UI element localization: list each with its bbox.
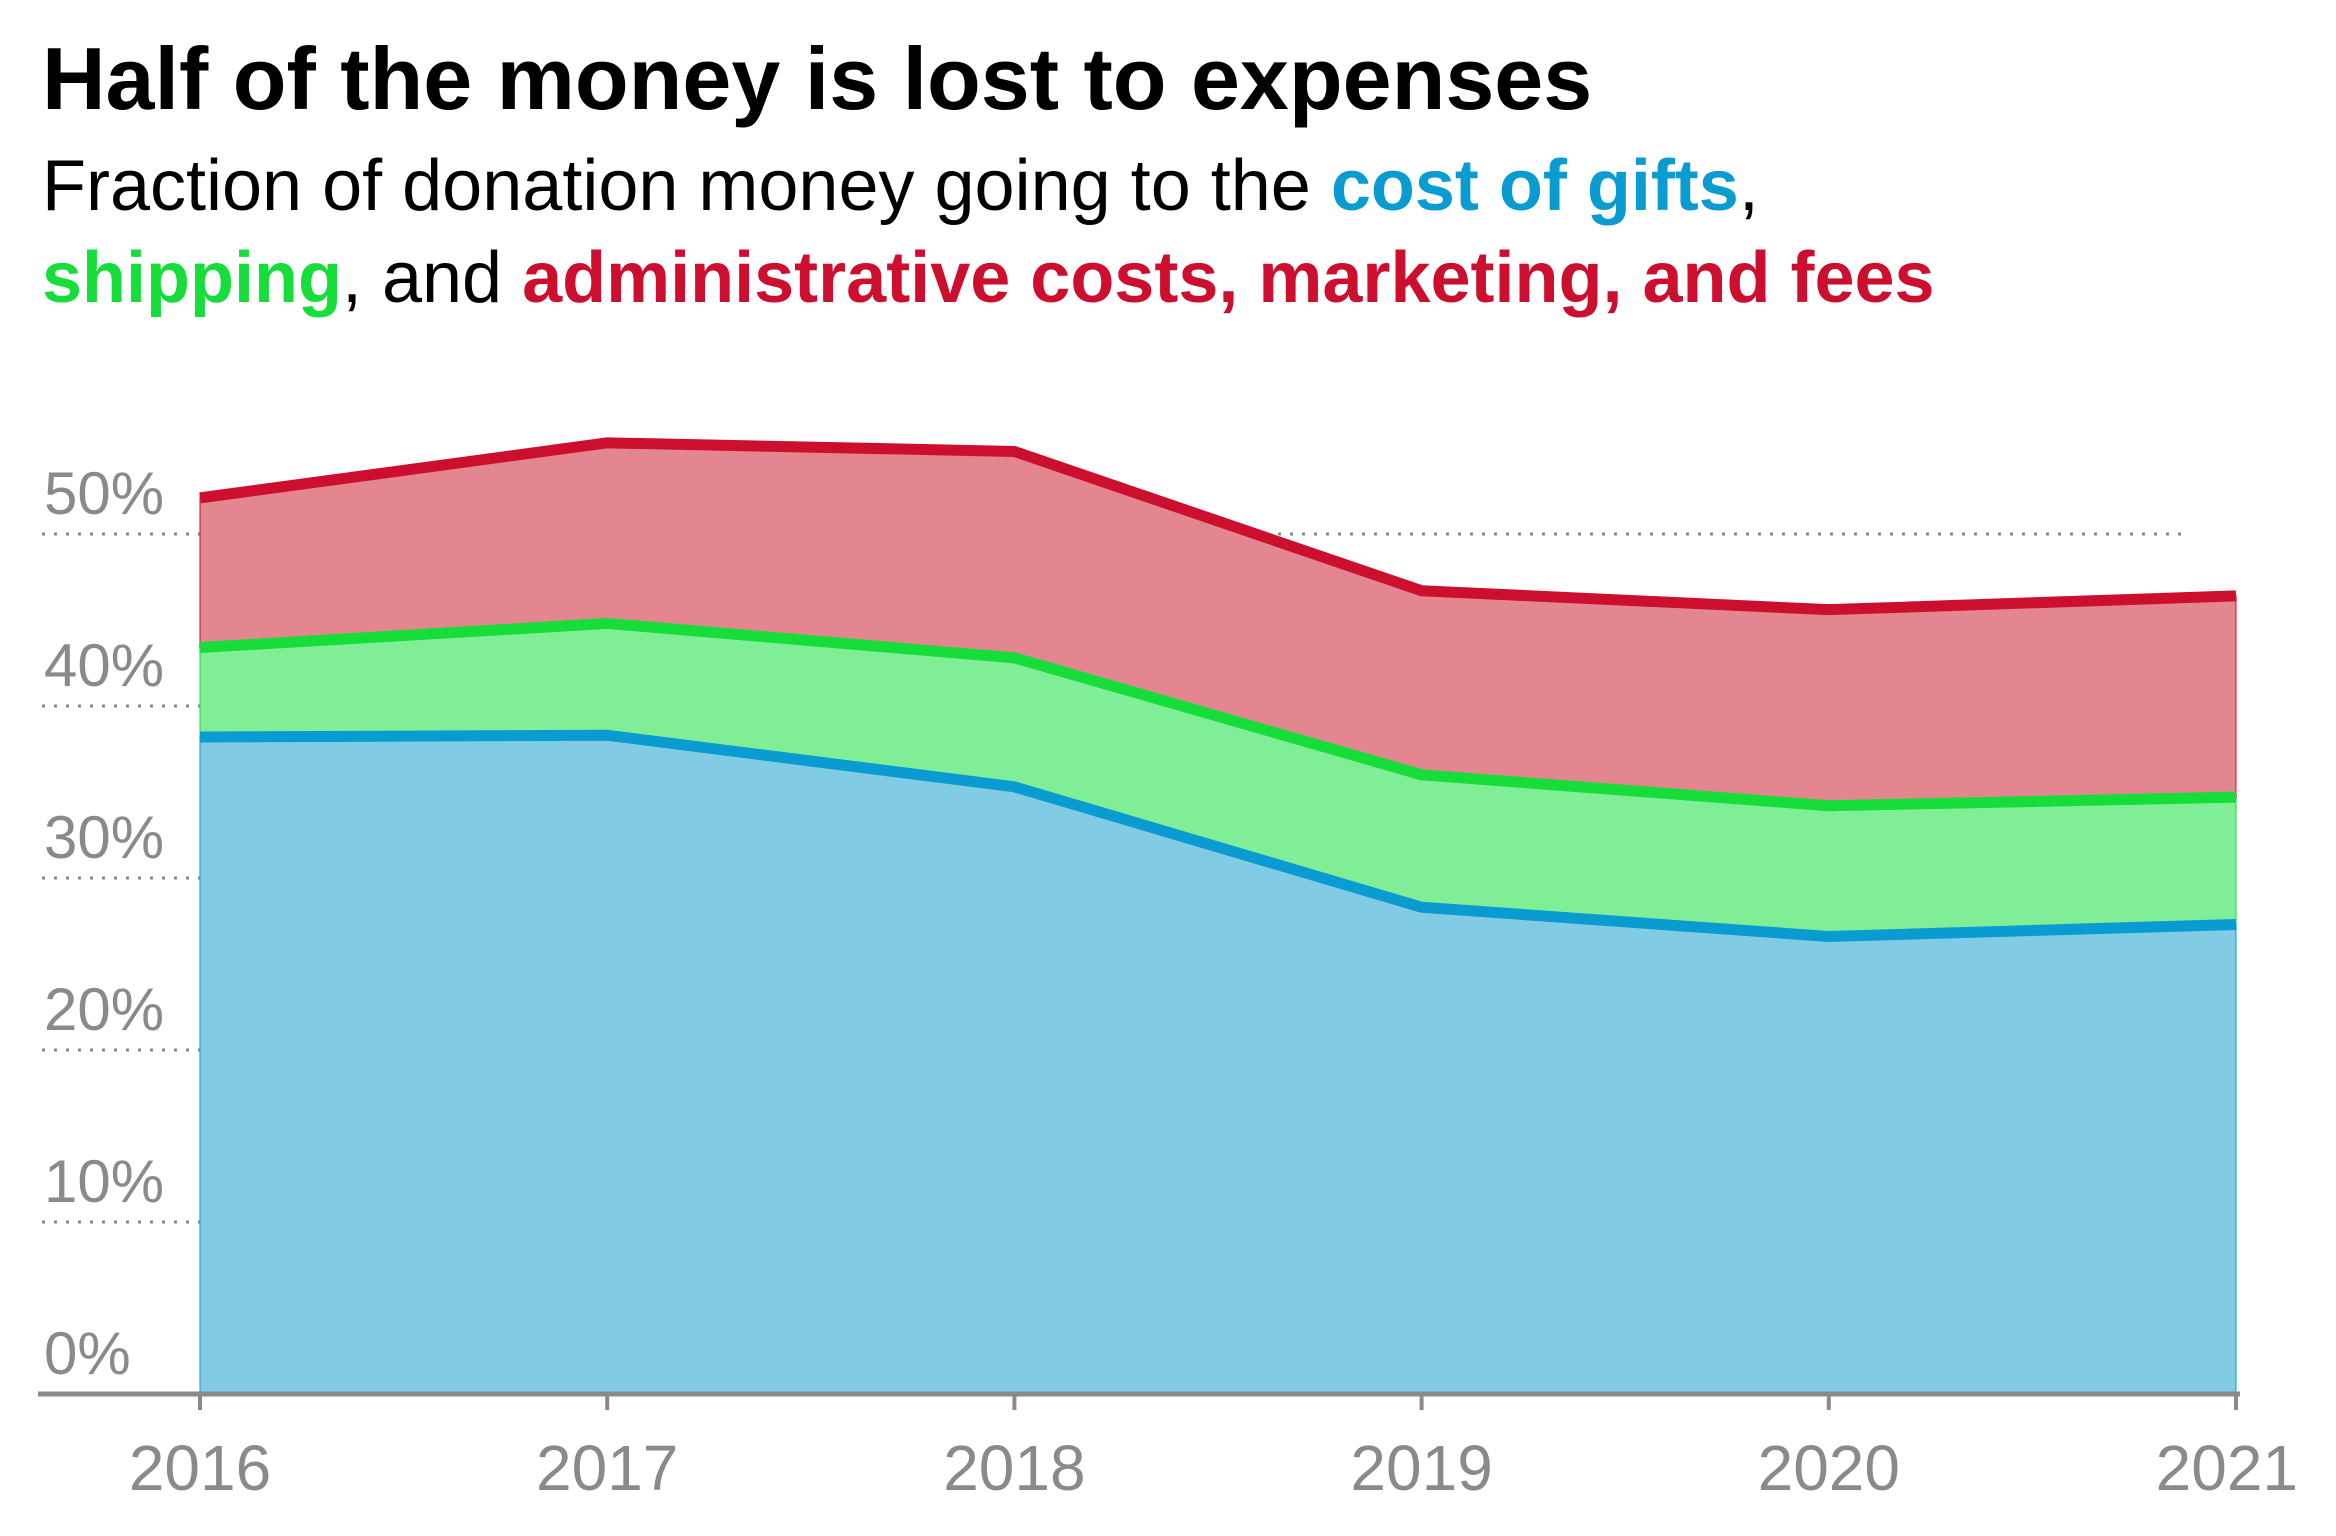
area-layers [199,441,2237,1395]
y-tick-label: 20% [44,976,164,1043]
x-tick-label: 2021 [2156,1432,2298,1504]
x-tick-label: 2019 [1350,1432,1492,1504]
line-admin [199,437,2237,616]
x-tick-label: 2016 [129,1432,271,1504]
legend-admin: administrative costs, marketing, and fee… [522,238,1935,318]
subtitle-intro: Fraction of donation money going to the [42,146,1331,226]
y-tick-label: 30% [44,804,164,871]
series-lines [199,437,2237,942]
y-axis-labels: 0% 10% 20% 30% 40% 50% [44,460,164,1387]
y-tick-label: 0% [44,1320,131,1387]
y-tick-label: 40% [44,632,164,699]
x-tick-label: 2020 [1758,1432,1900,1504]
subtitle-conjunction: , and [341,238,523,318]
y-tick-label: 50% [44,460,164,527]
y-tick-label: 10% [44,1148,164,1215]
legend-gifts: cost of gifts [1330,146,1739,226]
x-axis-labels: 2016 2017 2018 2019 2020 2021 [129,1432,2298,1504]
x-tick-label: 2018 [943,1432,1085,1504]
x-axis [38,1391,2240,1410]
chart-subtitle: Fraction of donation money going to the … [42,140,2292,324]
line-shipping [199,617,2237,812]
x-tick-label: 2017 [536,1432,678,1504]
line-gifts [199,729,2237,942]
subtitle-separator: , [1738,146,1759,226]
chart-title: Half of the money is lost to expenses [42,29,1593,128]
legend-shipping: shipping [42,238,342,318]
